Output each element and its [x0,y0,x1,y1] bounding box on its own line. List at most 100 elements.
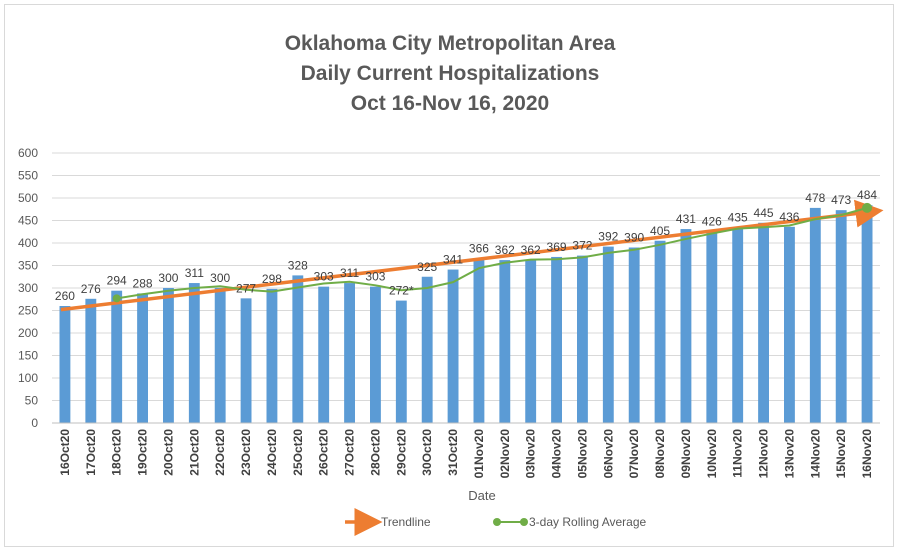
bar [188,283,200,423]
bar [318,286,330,423]
bar [59,306,71,423]
x-tick-label: 26Oct20 [317,429,331,476]
x-tick-label: 13Nov20 [782,429,796,479]
x-tick-label: 21Oct20 [187,429,201,476]
x-tick-label: 20Oct20 [161,429,175,476]
data-label: 328 [288,258,308,272]
data-label: 426 [702,214,722,228]
y-tick-label: 150 [18,349,38,363]
bar [499,260,511,423]
y-tick-label: 250 [18,304,38,318]
bar [654,240,666,423]
x-tick-label: 30Oct20 [420,429,434,476]
y-tick-label: 500 [18,191,38,205]
data-label: 445 [754,206,774,220]
x-tick-label: 31Oct20 [446,429,460,476]
bar [551,256,562,423]
data-label: 311 [340,266,359,280]
bar [809,207,821,423]
data-label: 362 [495,243,515,257]
data-label: 478 [805,191,825,205]
data-label: 484 [857,188,877,202]
x-tick-label: 03Nov20 [524,429,538,479]
bar [732,227,744,423]
x-tick-label: 15Nov20 [834,429,848,479]
x-tick-label: 14Nov20 [808,429,822,479]
y-tick-label: 400 [18,236,38,250]
data-label: 260 [55,289,75,303]
data-label: 303 [314,270,334,284]
bar [111,290,123,423]
bar [473,258,485,423]
legend-rolling-average-marker [520,518,528,526]
data-label: 372 [572,239,592,253]
bar [861,205,873,423]
data-label: 366 [469,241,489,255]
x-tick-label: 25Oct20 [291,429,305,476]
rolling-average-line [116,206,868,300]
bar [421,276,433,423]
data-label: 435 [728,210,748,224]
x-tick-label: 04Nov20 [550,429,564,479]
data-label: 300 [210,271,230,285]
x-tick-label: 29Oct20 [394,429,408,476]
y-tick-label: 0 [31,416,38,430]
x-tick-label: 06Nov20 [601,429,615,479]
legend-trendline-label: Trendline [381,515,431,529]
bar [240,298,252,423]
x-tick-label: 22Oct20 [213,429,227,476]
data-label: 272* [389,284,414,298]
data-label: 341 [443,253,463,267]
legend-rolling-average-label: 3-day Rolling Average [529,515,647,529]
bar [266,288,278,423]
y-tick-label: 300 [18,281,38,295]
bar [214,288,226,423]
rolling-average-point [112,294,121,303]
x-tick-label: 05Nov20 [575,429,589,479]
data-label: 303 [365,270,385,284]
data-label: 392 [598,230,618,244]
chart-title-line-1: Oklahoma City Metropolitan Area [284,32,616,55]
data-label: 294 [107,274,127,288]
bar [577,255,588,423]
x-tick-label: 10Nov20 [705,429,719,479]
legend-rolling-average-marker [493,518,501,526]
bar [706,231,718,423]
bar [292,275,304,423]
y-tick-label: 450 [18,214,38,228]
bar [680,229,692,423]
data-label: 362 [521,243,541,257]
x-tick-label: 28Oct20 [368,429,382,476]
y-tick-label: 200 [18,326,38,340]
x-tick-label: 11Nov20 [731,429,745,478]
bar [137,293,148,423]
x-tick-label: 09Nov20 [679,429,693,479]
x-tick-label: 07Nov20 [627,429,641,479]
x-tick-label: 27Oct20 [343,429,357,476]
bar [163,288,174,423]
data-label: 288 [133,276,153,290]
y-tick-label: 100 [18,371,38,385]
x-tick-label: 01Nov20 [472,429,486,479]
rolling-average-point [862,202,873,213]
bar [784,226,795,423]
x-axis-title: Date [468,488,495,503]
data-label: 311 [185,266,204,280]
y-tick-label: 350 [18,259,38,273]
data-label: 473 [831,193,851,207]
data-label: 325 [417,260,437,274]
x-tick-label: 16Oct20 [58,429,72,476]
data-label: 276 [81,282,101,296]
bar [628,247,640,423]
data-label: 300 [158,271,178,285]
bar [758,222,769,423]
y-tick-label: 550 [18,169,38,183]
data-label: 436 [779,210,799,224]
data-label: 431 [676,212,696,226]
x-tick-label: 24Oct20 [265,429,279,476]
bar [85,298,97,423]
x-tick-label: 23Oct20 [239,429,253,476]
x-tick-label: 19Oct20 [136,429,150,476]
bar [447,269,459,423]
x-tick-label: 02Nov20 [498,429,512,479]
